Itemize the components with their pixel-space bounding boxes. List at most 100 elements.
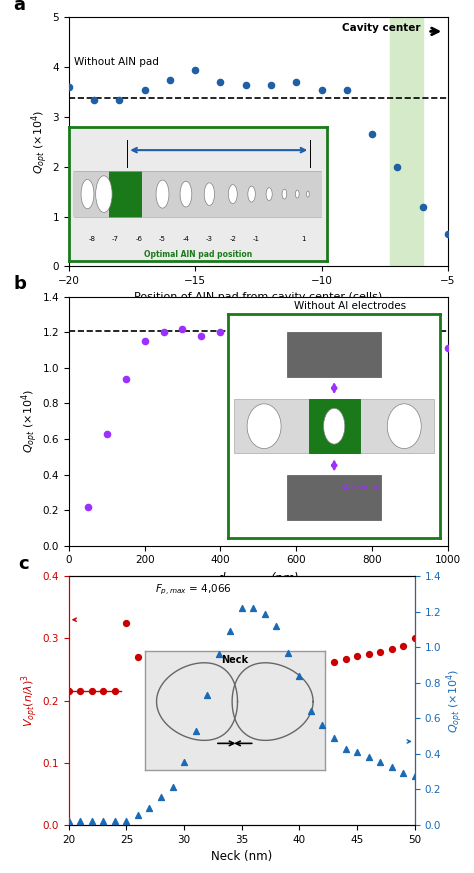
Point (238, 674, 246, 688)
Point (191, 63, 199, 77)
Point (65, 815, 73, 828)
Point (296, 661, 303, 675)
Point (84, 499, 91, 513)
Text: a: a (14, 0, 26, 14)
Point (76, 815, 84, 828)
Point (217, 75, 224, 89)
Point (319, 657, 326, 671)
Point (111, 815, 118, 828)
Point (157, 672, 165, 686)
Y-axis label: $Q_{opt}$ ($\times 10^4$): $Q_{opt}$ ($\times 10^4$) (28, 110, 50, 174)
Point (284, 663, 292, 677)
Point (157, 790, 165, 804)
Point (273, 327, 281, 341)
Point (292, 326, 300, 340)
Text: $F_{p,max}$ = 4,066: $F_{p,max}$ = 4,066 (155, 583, 232, 597)
Point (100, 684, 107, 698)
Point (353, 649, 361, 663)
Point (411, 769, 419, 783)
Point (307, 705, 315, 718)
Point (134, 808, 142, 822)
Point (180, 755, 188, 769)
Point (227, 624, 234, 638)
Point (166, 72, 173, 86)
Y-axis label: $V_{opt}(n/\lambda)^3$: $V_{opt}(n/\lambda)^3$ (19, 674, 40, 727)
Point (198, 329, 205, 343)
Point (249, 601, 257, 615)
Point (330, 340, 338, 354)
Point (88, 684, 96, 698)
Point (400, 639, 407, 653)
Point (203, 688, 211, 702)
Point (425, 340, 433, 354)
Point (388, 642, 395, 656)
Point (330, 731, 338, 745)
Point (180, 677, 188, 691)
Point (411, 631, 419, 645)
Point (192, 678, 200, 692)
Point (330, 655, 338, 669)
Point (273, 667, 280, 681)
Point (169, 677, 176, 691)
Point (444, 341, 452, 355)
Point (376, 755, 384, 769)
Point (307, 659, 315, 673)
Y-axis label: $Q_{opt}$ ($\times 10^4$): $Q_{opt}$ ($\times 10^4$) (18, 389, 40, 453)
Point (400, 766, 407, 780)
Point (342, 652, 349, 666)
Point (261, 607, 269, 621)
Point (319, 718, 326, 732)
Point (215, 678, 222, 692)
X-axis label: Position of AlN pad from cavity center (cells): Position of AlN pad from cavity center (… (134, 292, 383, 301)
Point (215, 648, 222, 662)
Point (65, 684, 73, 698)
Point (100, 815, 107, 828)
Text: b: b (14, 275, 27, 293)
Point (146, 801, 153, 815)
Point (406, 334, 414, 348)
Point (88, 815, 96, 828)
Point (292, 75, 300, 89)
Point (284, 646, 292, 660)
Text: Cavity center: Cavity center (342, 24, 420, 33)
Point (179, 322, 186, 336)
Point (368, 127, 376, 141)
Point (123, 815, 130, 828)
Point (123, 615, 130, 629)
X-axis label: Neck (nm): Neck (nm) (211, 850, 273, 863)
Point (103, 427, 110, 441)
Point (273, 619, 280, 633)
Point (349, 334, 357, 348)
Text: Without AlN pad: Without AlN pad (74, 57, 159, 66)
Point (217, 326, 224, 340)
Point (236, 329, 243, 343)
Bar (390, 17, 423, 266)
Point (65, 80, 73, 94)
Point (444, 227, 452, 241)
Point (388, 760, 395, 774)
Point (318, 83, 325, 97)
Point (393, 160, 401, 174)
Point (249, 672, 257, 686)
Point (160, 326, 167, 340)
Point (376, 645, 384, 659)
Point (192, 724, 200, 738)
Point (141, 334, 148, 348)
Point (368, 334, 376, 348)
Point (141, 83, 148, 97)
Point (90, 93, 98, 107)
Point (261, 670, 269, 684)
Point (365, 750, 373, 764)
Point (238, 601, 246, 615)
Point (387, 340, 395, 354)
Point (343, 83, 351, 97)
Point (203, 678, 211, 692)
Point (353, 746, 361, 760)
Point (111, 684, 118, 698)
Text: Without Al electrodes: Without Al electrodes (294, 301, 407, 312)
Point (365, 647, 373, 661)
Point (146, 659, 153, 673)
Point (419, 200, 427, 214)
Point (76, 684, 84, 698)
Point (134, 650, 142, 664)
